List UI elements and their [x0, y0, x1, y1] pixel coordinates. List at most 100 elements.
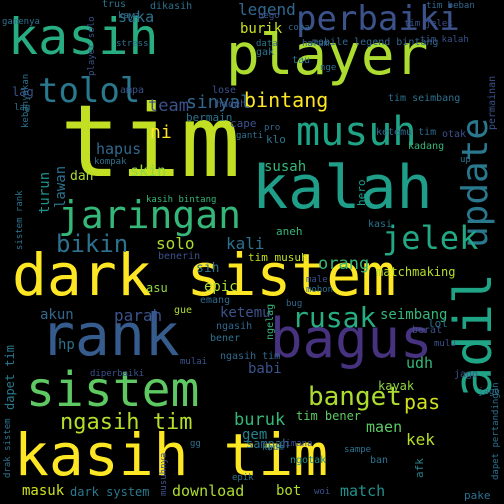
word-drak-sistem: drak sistem [3, 418, 13, 478]
word-bego: bego [258, 11, 280, 21]
word-legend: legend [238, 0, 296, 19]
word-dah: dah [70, 169, 94, 184]
word-sih: sih [196, 261, 220, 276]
word-ampa: ampa [120, 85, 145, 96]
word-gamenya: gamenya [2, 17, 40, 27]
word-hp: hp [58, 337, 75, 353]
word-bikin: bikin [56, 230, 129, 258]
word-burik: burik [240, 21, 283, 37]
word-kasi: kasi [368, 219, 393, 230]
word-perbaiki: perbaiki [296, 0, 460, 39]
word-lol: lol [428, 317, 448, 330]
word-hero: hero [355, 179, 368, 207]
word-cape: cape [230, 117, 257, 130]
word-bintang: bintang [244, 88, 329, 112]
word-lag-small: lag [14, 103, 31, 113]
word-skin: skin [130, 162, 167, 180]
word-gem: gem [242, 427, 268, 443]
word-emang: emang [200, 295, 231, 306]
word-up: up [460, 155, 471, 165]
word-kasih-tim: kasih tim [14, 421, 329, 489]
word-afk: afk [413, 458, 426, 478]
word-masuk: masuk [22, 483, 65, 499]
word-match: match [340, 482, 386, 500]
word-dapet-tim: dapet tim [3, 344, 17, 410]
word-kek: kek [406, 430, 435, 449]
word-team: team [148, 96, 189, 116]
word-dark-sistem: dark sistem [12, 241, 397, 309]
word-player: player [226, 23, 429, 88]
word-gimana: gimana [280, 439, 313, 449]
word-gak: gak [256, 47, 275, 58]
word-permainan: permainan [487, 75, 498, 130]
word-sinyal: sinyal [186, 92, 252, 113]
word-lag: lag [12, 85, 34, 99]
word-bug: bug [286, 299, 303, 309]
word-trus: trus [102, 0, 127, 10]
word-dikasih: dikasih [150, 1, 193, 12]
word-pro: pro [264, 123, 281, 133]
word-tim-beban: tim beban [426, 1, 475, 11]
word-ngasih-tim-small: ngasih tim [220, 351, 281, 362]
word-lawan: lawan [53, 165, 69, 208]
word-tim: tim [60, 83, 241, 200]
word-otak: otak [442, 129, 467, 140]
word-rusak: rusak [292, 301, 377, 334]
word-jago-small: jago [478, 387, 500, 397]
word-tim-musuh: tim musuh [248, 251, 308, 264]
word-kayak: kayak [378, 379, 415, 393]
word-mulai: mulai [180, 357, 208, 367]
word-dapet-pertandingan: dapet pertandingan [491, 382, 501, 480]
word-matchmaking: matchmaking [376, 265, 456, 279]
word-benerin: benerin [158, 251, 201, 262]
word-musuh: musuh [296, 109, 417, 155]
word-asu: asu [146, 281, 168, 295]
word-bot: bot [276, 483, 302, 499]
word-akun: akun [40, 307, 74, 323]
word-ganti: ganti [236, 131, 264, 141]
word-sampah: sampah [246, 437, 290, 451]
word-seimbang: seimbang [380, 307, 448, 323]
word-nge: nge [320, 63, 337, 73]
word-ngasih-tim: ngasih tim [60, 410, 193, 435]
word-stress: stress [116, 39, 149, 49]
word-haram: haram [302, 39, 330, 49]
word-parah: parah [114, 306, 163, 325]
word-coba: coba [288, 23, 310, 33]
word-babi: babi [248, 361, 282, 377]
word-tim-jelek: tim jelek [404, 19, 453, 29]
word-bermain: bermain [186, 111, 233, 124]
word-gg: gg [190, 439, 201, 449]
word-tim-kalah: tim kalah [420, 35, 469, 45]
word-turun: turun [37, 171, 53, 214]
word-berat: berat [412, 325, 443, 336]
word-ketemu: ketemu [220, 305, 271, 321]
word-ngotak: ngotak [290, 455, 327, 466]
word-klo: klo [266, 133, 286, 146]
word-tolol: tolol [38, 71, 141, 111]
word-solo: solo [156, 234, 195, 253]
word-jago: jago [454, 369, 479, 380]
word-sistem-rank: sistem rank [15, 190, 25, 250]
word-kompak: kompak [94, 157, 127, 167]
word-epik: epik [232, 473, 254, 483]
word-jaringan: jaringan [58, 193, 242, 237]
word-susah: susah [264, 159, 307, 175]
word-mulu: mulu [434, 339, 456, 349]
word-kaum: kaum [262, 443, 284, 453]
word-kadang: kadang [408, 141, 445, 152]
word-kasih: kasih [8, 8, 159, 66]
word-male: male [306, 275, 328, 285]
word-hapus: hapus [96, 140, 142, 158]
word-sampe: sampe [344, 445, 372, 455]
word-kebanyakan: kebanyakan [21, 73, 31, 128]
word-player-solo: player solo [87, 16, 97, 76]
word-buruk: buruk [234, 410, 286, 430]
word-banget: banget [308, 382, 402, 412]
word-ketemu-tim: ketemu tim [376, 127, 437, 138]
word-kaya: kaya [118, 11, 140, 21]
word-data: data [256, 39, 278, 49]
word-ni: ni [150, 122, 172, 143]
word-gue: gue [174, 305, 193, 316]
